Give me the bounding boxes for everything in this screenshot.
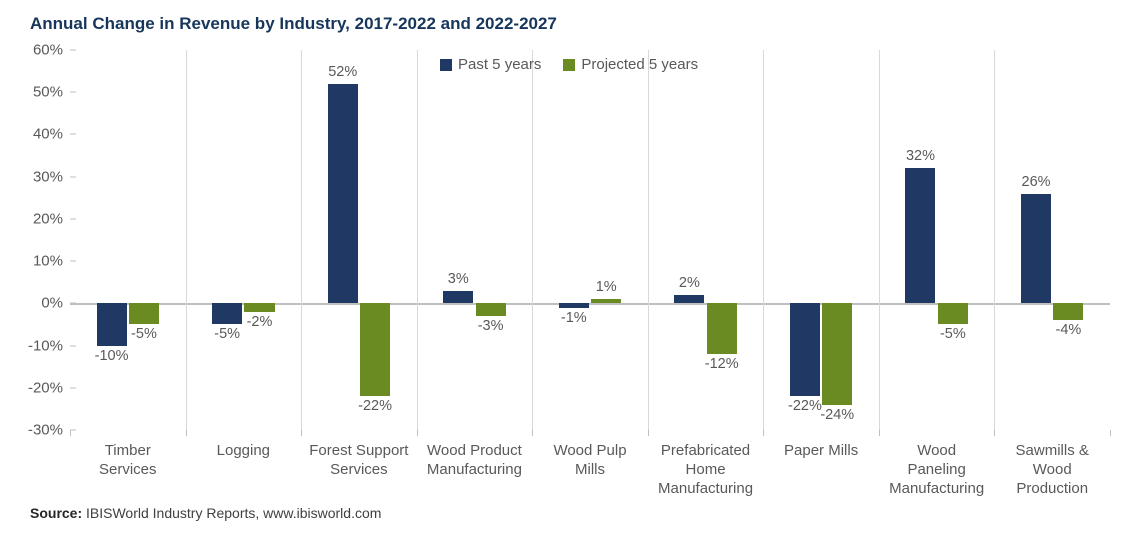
y-axis-tick-label: 50% xyxy=(3,84,63,101)
bar-value-label: 1% xyxy=(578,279,634,295)
category-label: Forest Support Services xyxy=(303,442,415,480)
legend-item: Projected 5 years xyxy=(563,56,698,73)
y-axis-tick-mark xyxy=(70,92,76,93)
source-line: Source: IBISWorld Industry Reports, www.… xyxy=(30,505,381,521)
x-axis-tick-mark xyxy=(417,430,418,436)
y-axis-tick-mark xyxy=(70,303,76,304)
bar-value-label: 26% xyxy=(1008,174,1064,190)
x-axis-tick-mark xyxy=(1110,430,1111,436)
legend-label: Projected 5 years xyxy=(581,56,698,73)
bar-value-label: 32% xyxy=(892,148,948,164)
category-divider xyxy=(994,50,995,430)
category-label: Wood Paneling Manufacturing xyxy=(881,442,993,498)
x-axis-tick-mark xyxy=(994,430,995,436)
category-label: Wood Product Manufacturing xyxy=(419,442,531,480)
legend-item: Past 5 years xyxy=(440,56,541,73)
bar xyxy=(591,299,621,303)
bar xyxy=(790,303,820,396)
bar xyxy=(1053,303,1083,320)
bar-value-label: -22% xyxy=(347,398,403,414)
y-axis-tick-label: 10% xyxy=(3,253,63,270)
y-axis-tick-mark xyxy=(70,218,76,219)
bar-value-label: -5% xyxy=(925,326,981,342)
source-label: Source: xyxy=(30,505,82,521)
legend-swatch xyxy=(440,59,452,71)
bar xyxy=(360,303,390,396)
y-axis-tick-label: -10% xyxy=(3,337,63,354)
y-axis-tick-mark xyxy=(70,50,76,51)
category-label: Wood Pulp Mills xyxy=(534,442,646,480)
chart-title: Annual Change in Revenue by Industry, 20… xyxy=(30,14,557,34)
x-axis-tick-mark xyxy=(763,430,764,436)
y-axis-tick-mark xyxy=(70,176,76,177)
x-axis-tick-mark xyxy=(532,430,533,436)
x-axis-tick-mark xyxy=(301,430,302,436)
y-axis-tick-mark xyxy=(70,387,76,388)
bar-value-label: 52% xyxy=(315,64,371,80)
category-divider xyxy=(417,50,418,430)
category-label: Prefabricated Home Manufacturing xyxy=(650,442,762,498)
bar-value-label: -12% xyxy=(694,356,750,372)
bar-value-label: -5% xyxy=(116,326,172,342)
bar xyxy=(1021,194,1051,304)
bar-value-label: -4% xyxy=(1040,322,1096,338)
category-label: Sawmills & Wood Production xyxy=(996,442,1108,498)
plot-area: -10%-5%Timber Services-5%-2%Logging52%-2… xyxy=(70,50,1110,430)
x-axis-tick-mark xyxy=(879,430,880,436)
category-divider xyxy=(301,50,302,430)
bar xyxy=(443,291,473,304)
category-divider xyxy=(879,50,880,430)
y-axis-tick-label: 20% xyxy=(3,210,63,227)
bar xyxy=(905,168,935,303)
y-axis-tick-mark xyxy=(70,430,76,431)
category-label: Paper Mills xyxy=(765,442,877,461)
bar-value-label: -3% xyxy=(463,318,519,334)
chart-container: -10% -5% Timber Services -5% -2% Logging 52% -2… xyxy=(0,50,1131,480)
source-text: IBISWorld Industry Reports, www.ibisworl… xyxy=(86,505,381,521)
bar xyxy=(129,303,159,324)
x-axis-tick-mark xyxy=(648,430,649,436)
y-axis-tick-label: -20% xyxy=(3,379,63,396)
y-axis-tick-label: 60% xyxy=(3,42,63,59)
y-axis-tick-label: -30% xyxy=(3,422,63,439)
bar-value-label: -1% xyxy=(546,310,602,326)
bar xyxy=(822,303,852,404)
category-label: Logging xyxy=(188,442,300,461)
bar-value-label: 3% xyxy=(430,271,486,287)
y-axis-tick-mark xyxy=(70,345,76,346)
bar xyxy=(938,303,968,324)
bar-value-label: 2% xyxy=(661,275,717,291)
x-axis-tick-mark xyxy=(70,430,71,436)
y-axis-tick-label: 0% xyxy=(3,295,63,312)
category-label: Timber Services xyxy=(72,442,184,480)
bar-value-label: -10% xyxy=(84,348,140,364)
bar xyxy=(244,303,274,311)
category-divider xyxy=(763,50,764,430)
bar-value-label: -2% xyxy=(232,314,288,330)
x-axis-tick-mark xyxy=(186,430,187,436)
bar xyxy=(476,303,506,316)
bar-value-label: -24% xyxy=(809,407,865,423)
y-axis-tick-mark xyxy=(70,261,76,262)
legend-label: Past 5 years xyxy=(458,56,541,73)
bar xyxy=(707,303,737,354)
legend-swatch xyxy=(563,59,575,71)
y-axis-tick-mark xyxy=(70,134,76,135)
category-divider xyxy=(648,50,649,430)
category-divider xyxy=(186,50,187,430)
bar xyxy=(674,295,704,303)
bar xyxy=(559,303,589,307)
bar xyxy=(328,84,358,304)
y-axis-tick-label: 40% xyxy=(3,126,63,143)
legend: Past 5 years Projected 5 years xyxy=(440,56,780,80)
y-axis-tick-label: 30% xyxy=(3,168,63,185)
category-divider xyxy=(532,50,533,430)
